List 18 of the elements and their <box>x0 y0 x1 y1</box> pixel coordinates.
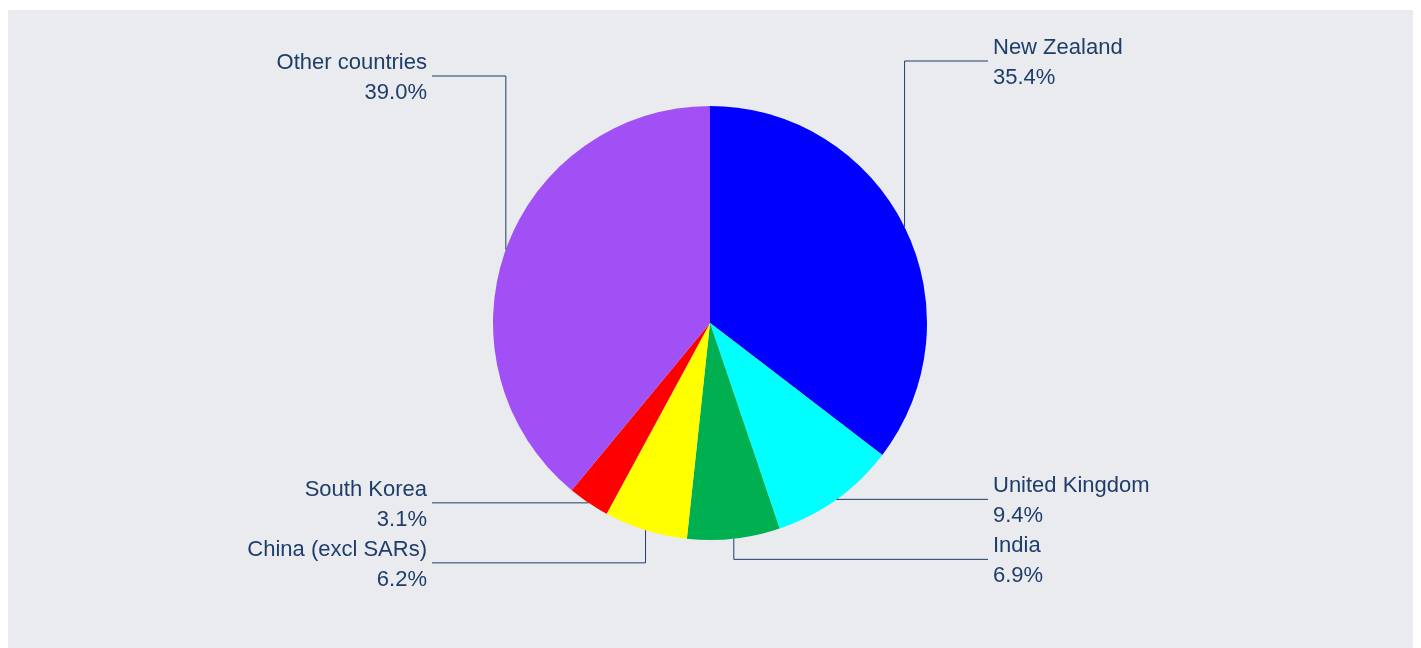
pie-slice <box>571 323 710 514</box>
pie-slice <box>686 323 780 540</box>
data-label: 6.2% <box>376 565 427 591</box>
data-label: 39.0% <box>364 79 427 104</box>
slice-label: Other countries <box>276 49 427 74</box>
slice-label: South Korea <box>304 475 428 501</box>
data-label: 35.4% <box>993 64 1056 89</box>
slice-label: China (excl SARs) <box>247 535 427 561</box>
slice-label: United Kingdom <box>993 472 1150 498</box>
pie-slice <box>493 106 710 491</box>
data-label: 3.1% <box>376 505 427 531</box>
pie-slice <box>606 323 710 539</box>
data-label: 9.4% <box>993 502 1044 528</box>
slice-label: India <box>993 532 1042 558</box>
data-label: 6.9% <box>993 562 1044 588</box>
pie-slice <box>710 106 927 455</box>
pie-slice <box>710 323 883 529</box>
slice-label: New Zealand <box>993 34 1123 59</box>
